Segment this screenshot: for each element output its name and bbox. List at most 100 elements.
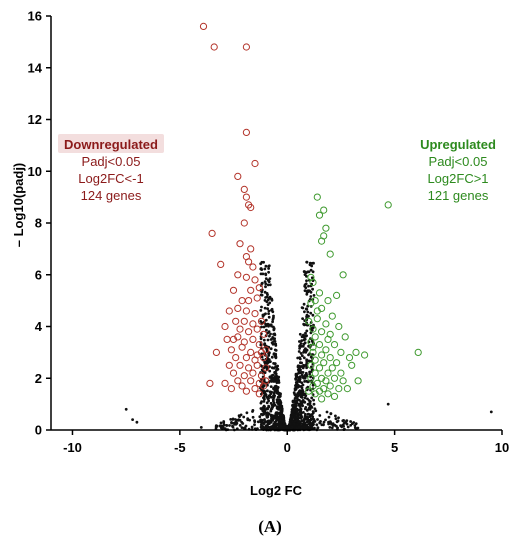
ns-point <box>242 416 245 419</box>
downregulated-point <box>235 305 241 311</box>
ns-point <box>299 344 302 347</box>
downregulated-point <box>248 287 254 293</box>
ns-point <box>270 385 273 388</box>
upregulated-points <box>306 194 422 402</box>
ns-point <box>264 307 267 310</box>
ns-point <box>252 416 255 419</box>
ns-point <box>265 329 268 332</box>
ns-point <box>303 356 306 359</box>
ns-point <box>246 417 249 420</box>
ns-point <box>200 426 203 429</box>
ns-point <box>291 415 294 418</box>
ns-point <box>335 425 338 428</box>
upregulated-point <box>344 386 350 392</box>
ns-point <box>235 423 238 426</box>
ns-point <box>264 296 267 299</box>
downregulated-point <box>250 264 256 270</box>
ns-point <box>215 426 218 429</box>
ns-point <box>264 366 267 369</box>
ns-point <box>265 265 268 268</box>
ns-point <box>310 397 313 400</box>
ns-point <box>301 335 304 338</box>
downregulated-point <box>243 194 249 200</box>
ns-point <box>331 426 334 429</box>
downregulated-point <box>248 246 254 252</box>
ns-point <box>304 413 307 416</box>
downregulated-title: Downregulated <box>64 137 158 152</box>
downregulated-point <box>239 383 245 389</box>
ns-point <box>264 394 267 397</box>
x-tick-label: 10 <box>495 440 509 455</box>
ns-point <box>272 377 275 380</box>
ns-point <box>313 403 316 406</box>
ns-point <box>303 303 306 306</box>
ns-point <box>272 374 275 377</box>
ns-point <box>271 356 274 359</box>
ns-point <box>309 312 312 315</box>
ns-point <box>277 405 280 408</box>
ns-point <box>295 412 298 415</box>
downregulated-point <box>237 241 243 247</box>
ns-point <box>304 364 307 367</box>
ns-point <box>332 422 335 425</box>
ns-point <box>301 306 304 309</box>
downregulated-point <box>233 318 239 324</box>
ns-point <box>318 414 321 417</box>
ns-point <box>289 422 292 425</box>
upregulated-point <box>355 378 361 384</box>
ns-point <box>293 393 296 396</box>
ns-point <box>306 291 309 294</box>
ns-point <box>263 342 266 345</box>
downregulated-point <box>228 347 234 353</box>
ns-point <box>131 418 134 421</box>
downregulated-point <box>252 311 258 317</box>
y-tick-label: 6 <box>35 267 42 282</box>
ns-point <box>304 374 307 377</box>
ns-point <box>304 351 307 354</box>
ns-point <box>222 426 225 429</box>
downregulated-point <box>254 326 260 332</box>
upregulated-point <box>338 349 344 355</box>
ns-point <box>270 325 273 328</box>
upregulated-point <box>314 316 320 322</box>
ns-point <box>310 422 313 425</box>
ns-point <box>263 339 266 342</box>
ns-point <box>298 421 301 424</box>
downregulated-point <box>222 380 228 386</box>
ns-point <box>298 356 301 359</box>
ns-point <box>267 298 270 301</box>
ns-point <box>238 415 241 418</box>
ns-point <box>271 308 274 311</box>
ns-point <box>278 412 281 415</box>
upregulated-point <box>316 342 322 348</box>
ns-point <box>307 270 310 273</box>
ns-point <box>343 422 346 425</box>
downregulated-point <box>248 349 254 355</box>
ns-point <box>335 417 338 420</box>
ns-point <box>312 410 315 413</box>
ns-point <box>272 340 275 343</box>
upregulated-point <box>331 375 337 381</box>
downregulated-point <box>235 272 241 278</box>
ns-point <box>281 416 284 419</box>
ns-point <box>267 339 270 342</box>
upregulated-point <box>316 365 322 371</box>
upregulated-point <box>340 378 346 384</box>
ns-point <box>272 424 275 427</box>
upregulated-point <box>314 194 320 200</box>
ns-point <box>307 315 310 318</box>
ns-point <box>271 407 274 410</box>
ns-point <box>304 283 307 286</box>
ns-point <box>299 380 302 383</box>
ns-point <box>266 293 269 296</box>
ns-point <box>266 420 269 423</box>
ns-point <box>299 378 302 381</box>
ns-point <box>312 262 315 265</box>
downregulated-points <box>200 23 269 397</box>
ns-point <box>265 277 268 280</box>
upregulated-point <box>323 225 329 231</box>
ns-point <box>297 409 300 412</box>
ns-point <box>220 422 223 425</box>
ns-point <box>136 421 139 424</box>
ns-point <box>307 413 310 416</box>
